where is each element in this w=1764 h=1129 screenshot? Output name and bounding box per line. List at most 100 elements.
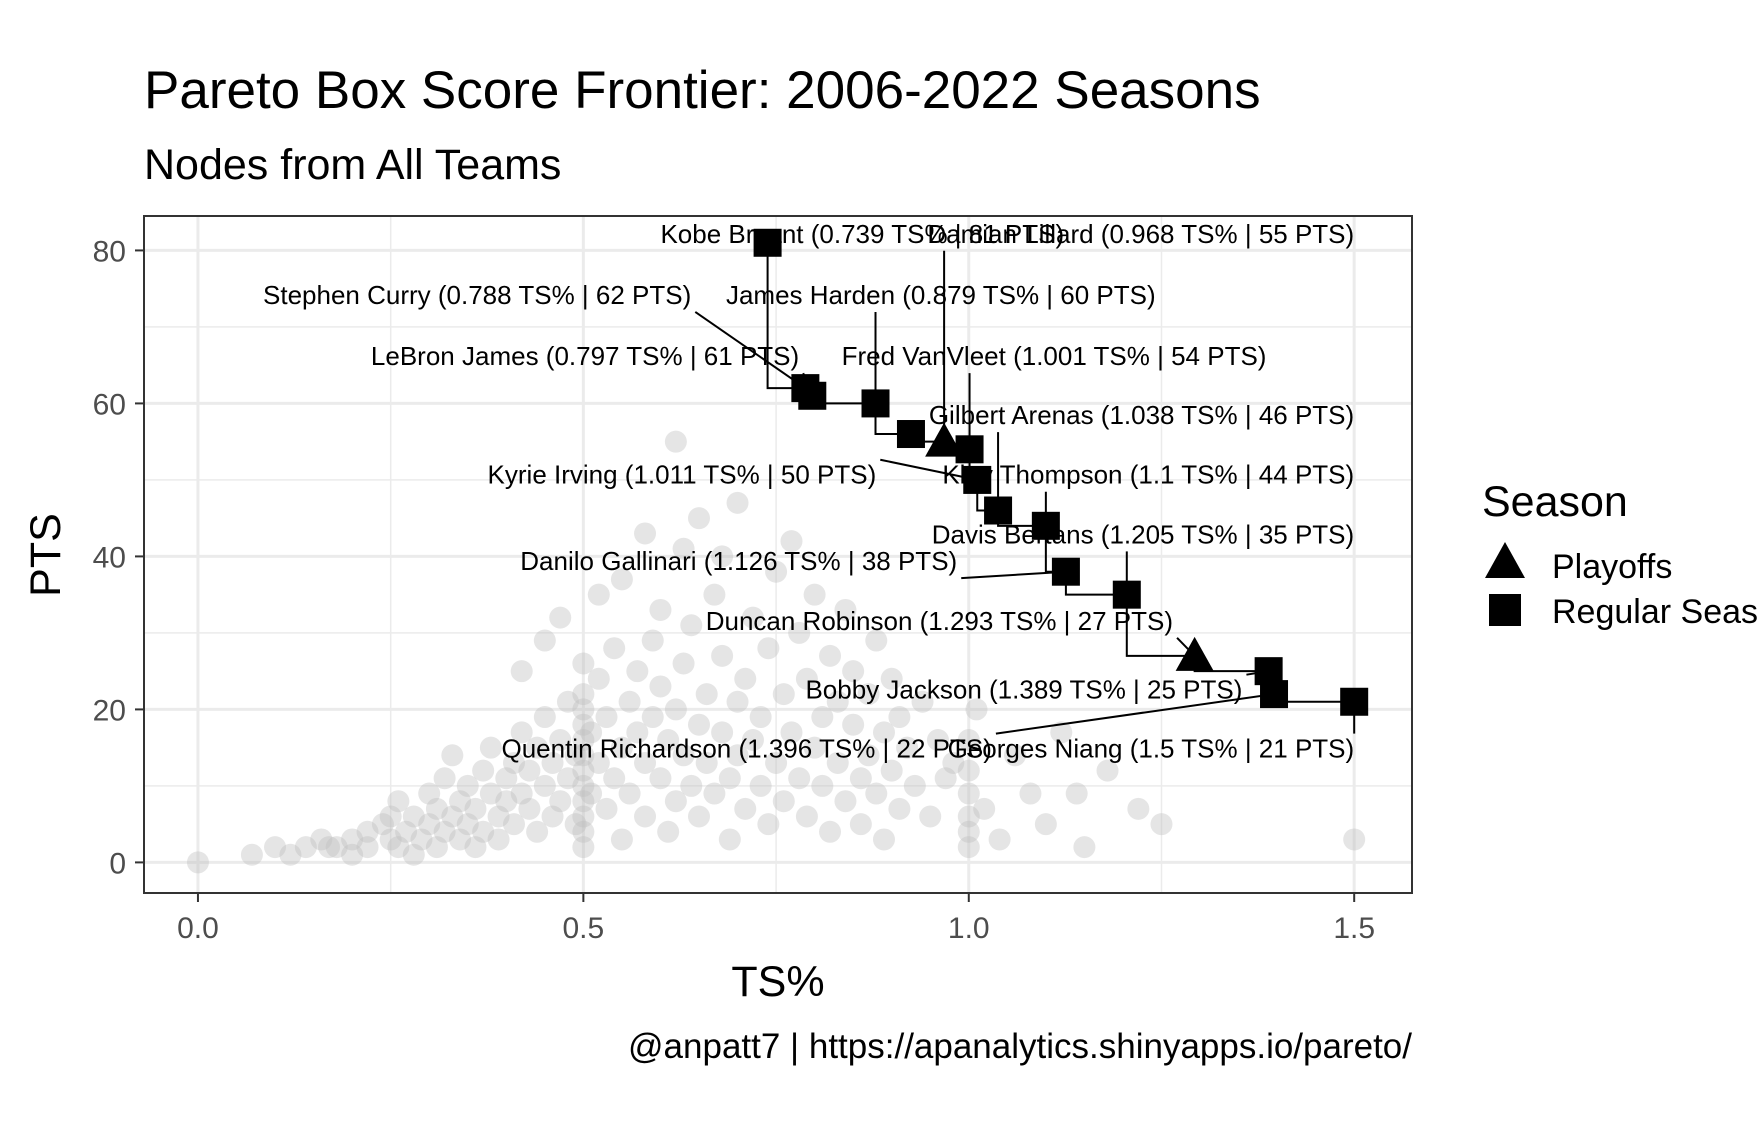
background-point xyxy=(618,782,641,805)
background-point xyxy=(456,774,479,797)
panel-background xyxy=(144,216,1412,893)
background-point xyxy=(449,790,472,813)
background-point xyxy=(641,706,664,729)
background-point xyxy=(564,744,587,767)
y-axis-ticks: 0 20 40 60 80 xyxy=(93,235,144,880)
background-point xyxy=(379,805,402,828)
background-point xyxy=(865,782,888,805)
background-point xyxy=(664,430,687,453)
background-point xyxy=(880,759,903,782)
background-point xyxy=(834,598,857,621)
background-point xyxy=(425,836,448,859)
background-point xyxy=(957,782,980,805)
point-label: Klay Thompson (1.1 TS% | 44 PTS) xyxy=(942,460,1354,490)
background-point xyxy=(1065,782,1088,805)
background-point xyxy=(772,790,795,813)
background-point xyxy=(711,545,734,568)
background-point xyxy=(687,507,710,530)
background-point xyxy=(726,491,749,514)
background-point xyxy=(186,851,209,874)
legend-title: Season xyxy=(1482,478,1628,526)
frontier-marker-regular-season xyxy=(798,381,827,410)
background-point xyxy=(341,828,364,851)
background-point xyxy=(1004,744,1027,767)
background-point xyxy=(896,736,919,759)
point-label: Kyrie Irving (1.011 TS% | 50 PTS) xyxy=(488,460,877,490)
label-connector-line xyxy=(995,693,1275,735)
frontier-marker-regular-season xyxy=(955,435,984,464)
background-point xyxy=(595,797,618,820)
background-point xyxy=(687,805,710,828)
background-points xyxy=(186,430,1366,874)
background-point xyxy=(572,698,595,721)
frontier-markers xyxy=(753,228,1369,716)
background-point xyxy=(765,560,788,583)
background-point xyxy=(672,652,695,675)
background-point xyxy=(572,759,595,782)
panel-border xyxy=(143,215,1413,894)
background-point xyxy=(957,759,980,782)
point-label: LeBron James (0.797 TS% | 61 PTS) xyxy=(371,341,799,371)
legend: Season Playoffs Regular Seas xyxy=(1482,478,1758,631)
background-point xyxy=(533,706,556,729)
y-tick-label: 60 xyxy=(93,388,126,421)
background-point xyxy=(587,751,610,774)
point-label: Davis Bertans (1.205 TS% | 35 PTS) xyxy=(932,519,1354,549)
background-point xyxy=(934,767,957,790)
background-point xyxy=(603,767,626,790)
background-point xyxy=(610,828,633,851)
background-point xyxy=(649,598,672,621)
background-point xyxy=(1150,813,1173,836)
frontier-marker-regular-season xyxy=(984,496,1013,525)
background-point xyxy=(703,782,726,805)
background-point xyxy=(610,736,633,759)
background-point xyxy=(811,706,834,729)
point-label: Damian Lillard (0.968 TS% | 55 PTS) xyxy=(927,219,1354,249)
background-point xyxy=(749,774,772,797)
background-point xyxy=(556,690,579,713)
background-point xyxy=(441,805,464,828)
legend-item-regular-season: Regular Seas xyxy=(1552,593,1758,631)
background-point xyxy=(819,820,842,843)
background-point xyxy=(842,713,865,736)
background-point xyxy=(757,813,780,836)
background-point xyxy=(487,828,510,851)
background-point xyxy=(418,782,441,805)
background-point xyxy=(572,729,595,752)
background-point xyxy=(672,537,695,560)
background-point xyxy=(487,805,510,828)
chart-title: Pareto Box Score Frontier: 2006-2022 Sea… xyxy=(144,61,1261,120)
background-point xyxy=(425,797,448,820)
label-connector-line xyxy=(961,570,1066,580)
background-point xyxy=(456,813,479,836)
background-point xyxy=(888,797,911,820)
frontier-marker-playoffs xyxy=(1175,636,1214,671)
legend-square-icon xyxy=(1489,594,1521,626)
background-point xyxy=(726,744,749,767)
background-point xyxy=(826,690,849,713)
background-point xyxy=(988,828,1011,851)
y-tick-label: 40 xyxy=(93,541,126,574)
background-point xyxy=(418,813,441,836)
background-point xyxy=(649,675,672,698)
background-point xyxy=(395,820,418,843)
background-point xyxy=(1343,828,1366,851)
background-point xyxy=(402,805,425,828)
background-point xyxy=(634,751,657,774)
background-point xyxy=(795,805,818,828)
background-point xyxy=(526,820,549,843)
background-point xyxy=(780,530,803,553)
background-point xyxy=(842,660,865,683)
background-point xyxy=(510,721,533,744)
background-point xyxy=(664,790,687,813)
background-point xyxy=(872,828,895,851)
background-point xyxy=(387,836,410,859)
background-point xyxy=(718,828,741,851)
background-point xyxy=(957,805,980,828)
background-point xyxy=(957,729,980,752)
background-point xyxy=(610,568,633,591)
frontier-marker-regular-season xyxy=(861,389,890,418)
background-point xyxy=(726,690,749,713)
frontier-marker-regular-season xyxy=(896,420,925,449)
legend-item-playoffs: Playoffs xyxy=(1552,548,1672,586)
